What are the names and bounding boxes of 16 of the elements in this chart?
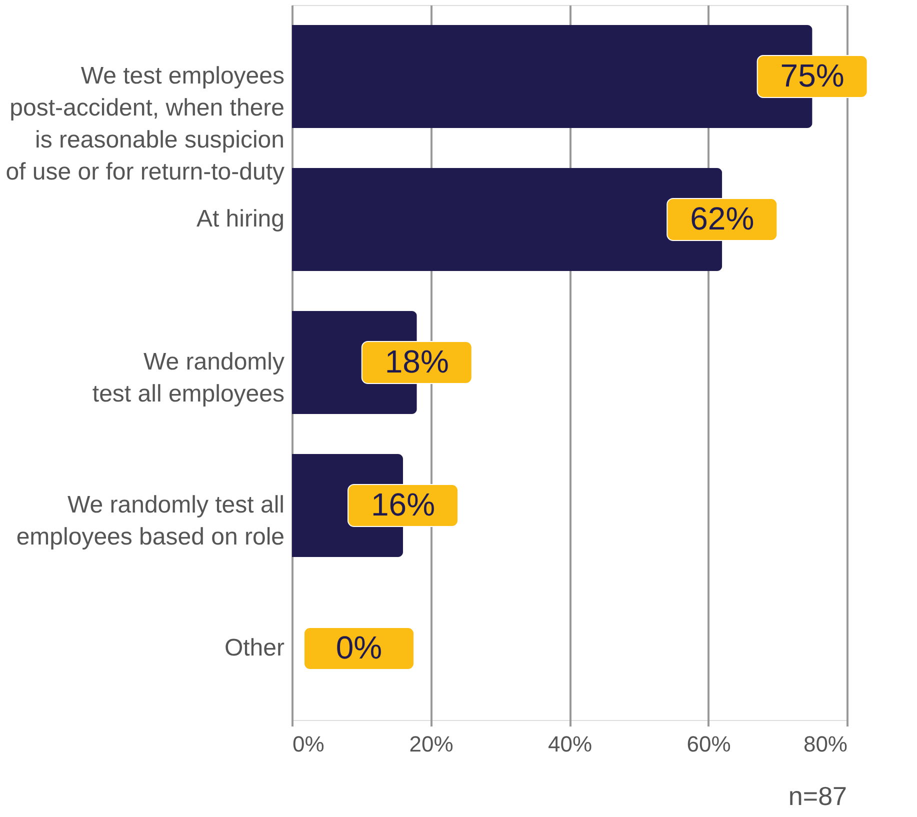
data-label: 16% bbox=[370, 486, 436, 522]
x-tick-label: 0% bbox=[292, 732, 324, 756]
x-tick-label: 40% bbox=[548, 732, 592, 756]
x-tick-label: 80% bbox=[803, 732, 848, 756]
y-tick-label: Other bbox=[224, 634, 284, 662]
x-tick-label: 60% bbox=[686, 732, 731, 756]
data-label: 0% bbox=[336, 630, 382, 666]
y-tick-label: We test employees post-accident, when there is reasonable suspicion of use or for return-to-duty bbox=[6, 62, 284, 186]
y-tick-label: We randomly test all employees bbox=[92, 348, 284, 408]
data-label: 18% bbox=[384, 344, 449, 380]
data-label: 75% bbox=[780, 58, 844, 94]
x-tick-label: 20% bbox=[409, 732, 454, 756]
data-label: 62% bbox=[690, 200, 754, 236]
y-tick-label: We randomly test all employees based on role bbox=[16, 492, 284, 550]
text: n=87 bbox=[788, 781, 847, 811]
y-tick-label: At hiring bbox=[196, 206, 284, 232]
